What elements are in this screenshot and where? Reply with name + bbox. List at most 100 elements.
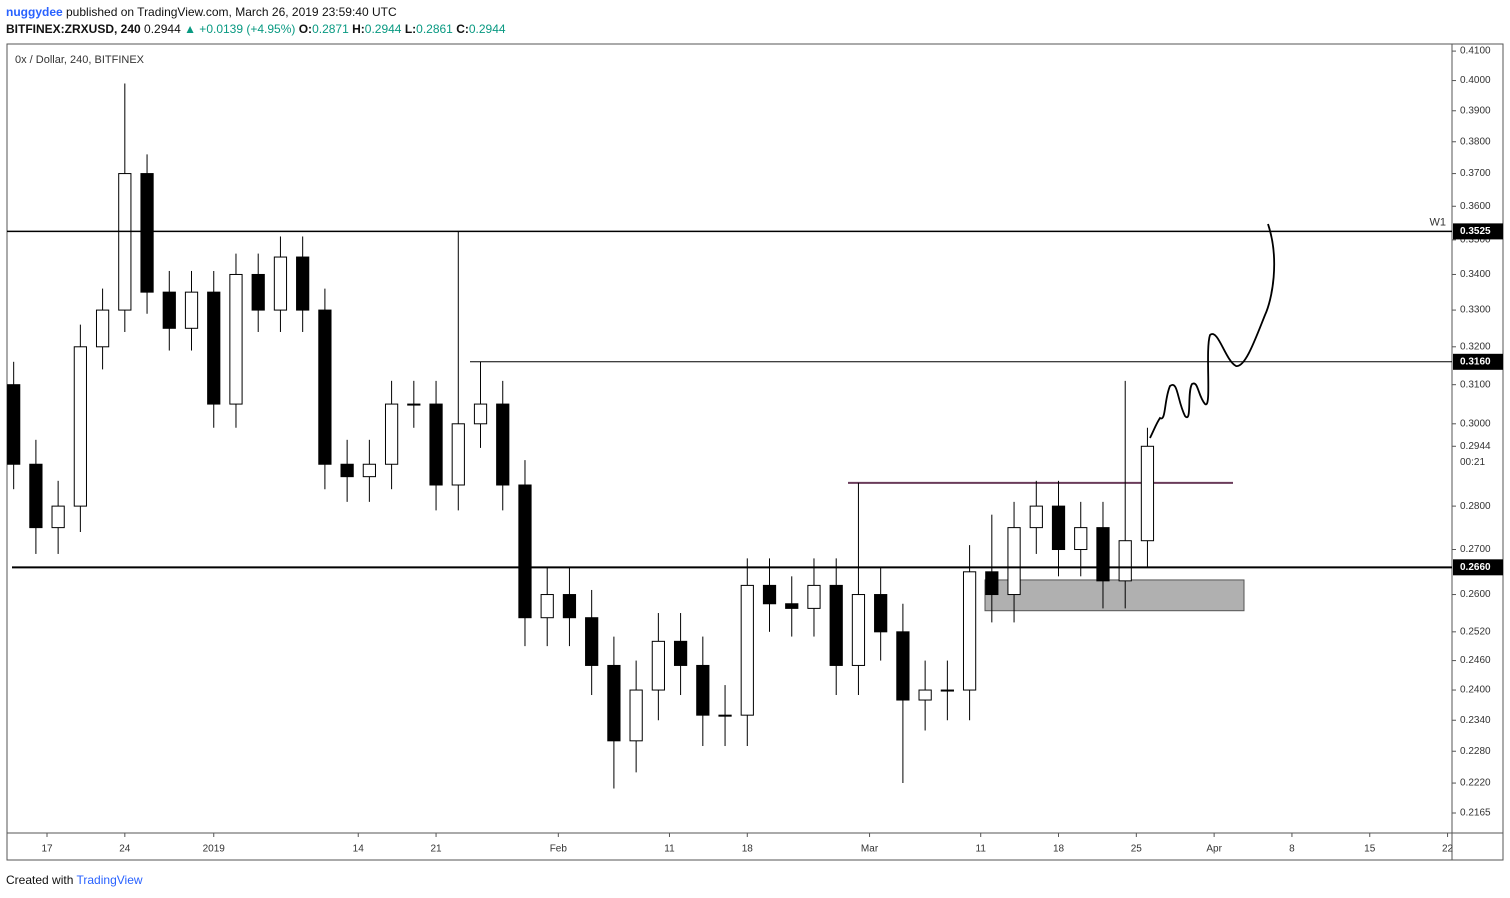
candle-body <box>651 640 665 691</box>
candle-body <box>1029 505 1043 529</box>
candle-body <box>429 403 443 486</box>
x-tick-label: 11 <box>976 844 987 855</box>
change: ▲ +0.0139 (+4.95%) <box>184 22 296 36</box>
candle-body <box>718 714 732 717</box>
candle-body <box>296 256 310 311</box>
candle-body <box>1074 527 1088 551</box>
l: 0.2861 <box>416 22 453 36</box>
candle-body <box>1096 527 1110 582</box>
x-tick-label: 2019 <box>203 844 226 855</box>
level-label: 0.3160 <box>1460 356 1491 367</box>
h: 0.2944 <box>364 22 402 36</box>
candle-body <box>673 640 688 666</box>
x-tick-label: 17 <box>41 844 53 855</box>
candle-body <box>1140 445 1155 542</box>
x-tick-label: 8 <box>1289 844 1295 855</box>
candle-body <box>607 664 621 742</box>
candle-body <box>562 594 577 619</box>
countdown: 00:21 <box>1460 457 1485 468</box>
footer: Created with TradingView <box>6 873 143 887</box>
candle-body <box>29 463 43 529</box>
candle-body <box>340 463 354 478</box>
candle-body <box>585 617 599 666</box>
y-tick-label: 0.4000 <box>1460 75 1491 86</box>
candle-body <box>740 584 754 716</box>
y-tick-label: 0.2165 <box>1460 808 1491 819</box>
chart-title: 0x / Dollar, 240, BITFINEX <box>15 54 145 66</box>
candle-body <box>985 571 999 596</box>
o-label: O: <box>298 22 313 36</box>
candle-body <box>807 584 821 609</box>
header-line-2: BITFINEX:ZRXUSD, 240 0.2944 ▲ +0.0139 (+… <box>6 22 506 36</box>
y-tick-label: 0.3700 <box>1460 168 1491 179</box>
candle-body <box>229 273 243 405</box>
x-tick-label: 22 <box>1442 844 1454 855</box>
x-tick-label: 25 <box>1131 844 1143 855</box>
h-label: H: <box>352 22 365 36</box>
o: 0.2871 <box>312 22 349 36</box>
x-tick-label: 21 <box>430 844 442 855</box>
candle-body <box>273 256 288 311</box>
candle-body <box>251 273 265 311</box>
author[interactable]: nuggydee <box>6 5 63 19</box>
y-tick-label: 0.3800 <box>1460 136 1491 147</box>
l-label: L: <box>404 22 417 36</box>
level-label-bg <box>1453 353 1503 370</box>
level-label-bg <box>1453 223 1503 240</box>
candle-body <box>696 664 710 716</box>
x-tick-label: 11 <box>664 844 675 855</box>
candle-body <box>896 631 910 701</box>
candle-body <box>318 309 332 465</box>
y-tick-label: 0.2520 <box>1460 626 1491 637</box>
x-tick-label: 18 <box>1053 844 1065 855</box>
candle-body <box>1051 505 1066 551</box>
level-label-bg <box>1453 559 1503 576</box>
y-tick-label: 0.3600 <box>1460 201 1491 212</box>
candle-body <box>629 689 643 742</box>
candle-body <box>829 584 843 666</box>
candle-body <box>785 603 799 609</box>
candle-body <box>762 584 777 605</box>
y-tick-label: 0.2340 <box>1460 715 1491 726</box>
candle-body <box>1007 527 1021 596</box>
level-label: 0.3525 <box>1460 226 1491 237</box>
last-price-label: 0.2944 <box>1460 441 1491 452</box>
candle-body <box>851 594 866 666</box>
candle-body <box>140 173 154 293</box>
x-tick-label: 24 <box>119 844 131 855</box>
candle-body <box>962 571 977 691</box>
y-tick-label: 0.2600 <box>1460 589 1491 600</box>
frame <box>6 43 1504 861</box>
x-tick-label: Apr <box>1206 844 1222 855</box>
candle-body <box>7 384 21 465</box>
candle-body <box>51 505 65 529</box>
brand[interactable]: TradingView <box>76 873 143 887</box>
published: published on TradingView.com, March 26, … <box>62 5 397 19</box>
candle-body <box>473 403 488 425</box>
candle-body <box>518 484 532 619</box>
created-with: Created with <box>6 873 74 887</box>
y-tick-label: 0.3500 <box>1460 235 1491 246</box>
y-tick-label: 0.3300 <box>1460 305 1491 316</box>
y-tick-label: 0.2800 <box>1460 501 1491 512</box>
symbol: BITFINEX:ZRXUSD, 240 <box>6 22 141 36</box>
chart: 0x / Dollar, 240, BITFINEX 0.4100 0.4000 0… <box>6 43 1504 861</box>
candle-body <box>540 594 554 619</box>
y-tick-label: 0.2460 <box>1460 655 1491 666</box>
candle-body <box>874 594 888 633</box>
candle-body <box>451 423 465 486</box>
x-tick-label: Feb <box>550 844 568 855</box>
x-tick-label: 14 <box>353 844 365 855</box>
candle-body <box>118 173 132 311</box>
x-tick-label: 18 <box>742 844 754 855</box>
c: 0.2944 <box>468 22 506 36</box>
y-tick-label: 0.2400 <box>1460 685 1491 696</box>
c-label: C: <box>456 22 469 36</box>
y-tick-label: 0.2700 <box>1460 544 1491 555</box>
candle-body <box>384 403 399 465</box>
y-tick-label: 0.3200 <box>1460 341 1491 352</box>
y-tick-label: 0.2220 <box>1460 778 1491 789</box>
candle-body <box>362 463 376 478</box>
last: 0.2944 <box>144 22 181 36</box>
